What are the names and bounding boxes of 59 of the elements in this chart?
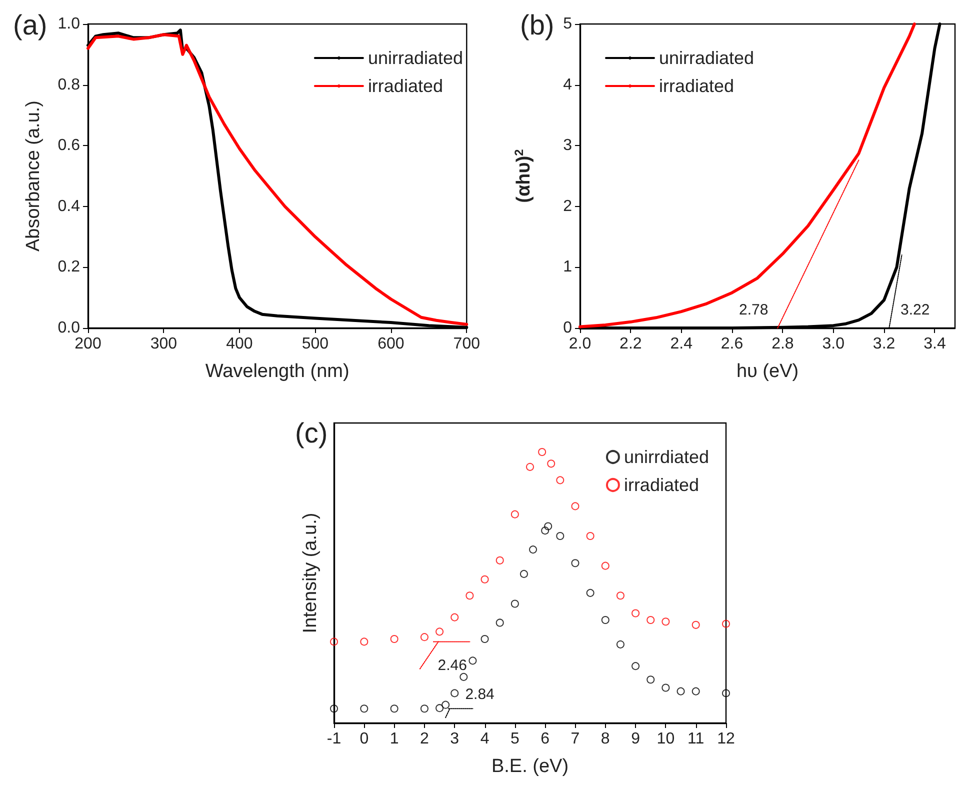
y-tick-label: 0.8 [58, 76, 80, 94]
y-tick-label: 0.2 [58, 258, 80, 276]
x-tick-label: 9 [631, 730, 640, 748]
y-tick-label: 3 [563, 137, 572, 154]
x-axis-title: B.E. (eV) [491, 756, 569, 777]
y-axis-title: Intensity (a.u.) [300, 512, 321, 634]
x-tick-label: 600 [378, 336, 404, 352]
x-tick-label: -1 [326, 730, 342, 748]
x-tick-label: 0 [360, 730, 369, 748]
annotation: 2.46 [438, 657, 467, 674]
x-axis-title: Wavelength (nm) [205, 361, 350, 382]
legend-label: irradiated [659, 76, 734, 96]
x-tick-label: 2.4 [670, 336, 693, 352]
y-tick-label: 0 [563, 320, 572, 336]
x-tick-label: 3.4 [924, 336, 946, 352]
x-tick-label: 10 [656, 730, 675, 748]
y-tick-label: 4 [563, 76, 572, 94]
y-tick-label: 1 [563, 258, 572, 276]
y-tick-label: 0.4 [58, 198, 80, 215]
chart-title: (c) [295, 418, 328, 448]
x-tick-label: 700 [453, 336, 480, 352]
x-tick-label: 8 [600, 730, 610, 748]
x-tick-label: 500 [302, 336, 329, 352]
chart-title: (b) [520, 10, 554, 40]
x-axis-title: hυ (eV) [736, 361, 799, 382]
x-tick-label: 7 [570, 730, 580, 748]
x-tick-label: 2.2 [620, 336, 642, 352]
x-tick-label: 5 [510, 730, 520, 748]
legend-label: unirradiated [659, 48, 754, 68]
x-tick-label: 12 [717, 730, 735, 748]
x-tick-label: 1 [390, 730, 399, 748]
x-tick-label: 3.2 [872, 336, 896, 352]
annotation: 3.22 [900, 302, 930, 318]
annotation: 2.84 [465, 686, 494, 704]
x-tick-label: 2.6 [720, 336, 744, 352]
y-tick-label: 0.6 [58, 137, 80, 154]
legend-label: unirradiated [368, 48, 463, 68]
y-tick-label: 2 [563, 198, 572, 215]
y-tick-label: 1.0 [58, 16, 80, 32]
x-tick-label: 4 [480, 730, 490, 748]
x-tick-label: 3 [450, 730, 460, 748]
x-tick-label: 400 [226, 336, 253, 352]
y-axis-title: Absorbance (a.u.) [23, 100, 44, 252]
legend-label: unirrdiated [624, 447, 710, 467]
x-tick-label: 6 [540, 730, 550, 748]
legend-label: irradiated [368, 76, 443, 96]
x-tick-label: 11 [688, 730, 704, 748]
chart-title: (a) [13, 10, 48, 40]
legend-label: irradiated [624, 475, 699, 495]
y-tick-label: 0.0 [58, 320, 80, 336]
x-tick-label: 2.8 [772, 336, 794, 352]
x-tick-label: 3.0 [822, 336, 845, 352]
y-tick-label: 5 [563, 16, 572, 32]
x-tick-label: 200 [74, 336, 102, 352]
annotation: 2.78 [739, 302, 768, 318]
x-tick-label: 2.0 [568, 336, 592, 352]
x-tick-label: 300 [150, 336, 178, 352]
x-tick-label: 2 [420, 730, 430, 748]
y-axis-title: (αhυ)2 [512, 148, 534, 203]
